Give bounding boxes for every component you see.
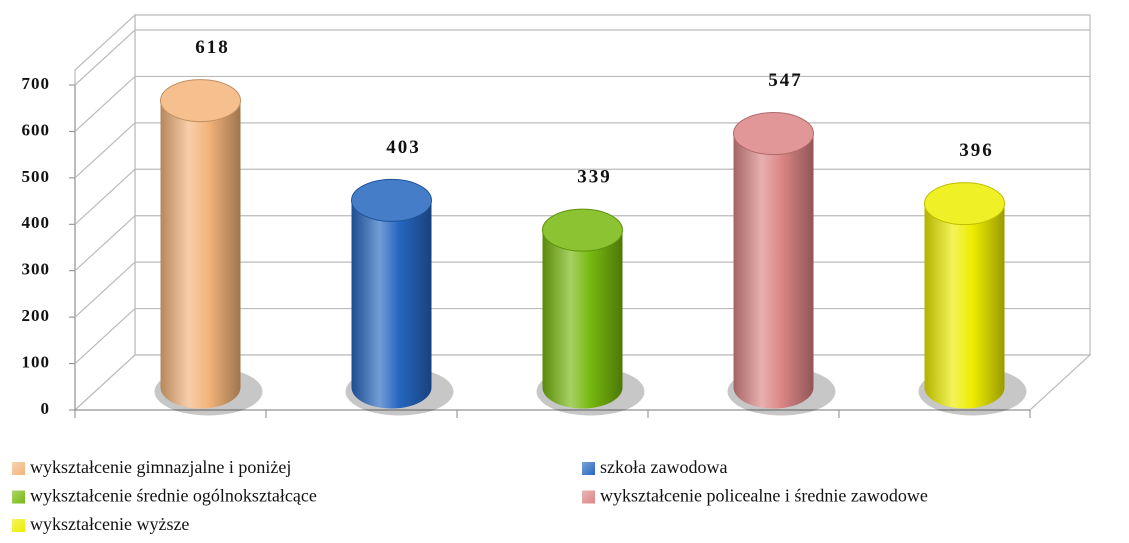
bar-top	[160, 79, 241, 123]
legend-swatch	[12, 519, 25, 532]
data-label: 339	[577, 166, 612, 187]
bar	[733, 133, 814, 409]
data-label: 396	[959, 140, 994, 161]
legend-swatch	[582, 490, 595, 504]
y-tick-label: 400	[22, 213, 51, 232]
grid-line	[74, 29, 1090, 86]
data-label: 618	[195, 37, 230, 58]
bar	[351, 200, 432, 409]
bar-top	[733, 112, 814, 156]
data-label: 547	[768, 70, 803, 91]
grid-line	[74, 75, 1090, 132]
y-tick-label: 700	[22, 74, 51, 93]
y-tick-label: 200	[22, 306, 51, 325]
legend-label: szkoła zawodowa	[600, 457, 727, 477]
bar-top	[542, 208, 623, 252]
y-tick-label: 500	[22, 167, 51, 186]
bar	[924, 203, 1005, 409]
legend-label: wykształcenie wyższe	[30, 514, 189, 534]
y-tick-label: 0	[41, 399, 51, 418]
bar-top	[351, 178, 432, 222]
y-tick-label: 100	[22, 352, 51, 371]
bar	[542, 230, 623, 409]
legend-swatch	[12, 490, 25, 504]
legend-label: wykształcenie gimnazjalne i poniżej	[30, 457, 291, 477]
legend-swatch	[12, 462, 25, 475]
legend-label: wykształcenie średnie ogólnokształcące	[30, 486, 317, 506]
bar	[160, 100, 241, 409]
bar-top	[924, 182, 1005, 226]
y-tick-label: 600	[22, 120, 51, 139]
data-label: 403	[386, 137, 421, 158]
legend-swatch	[582, 462, 595, 475]
legend-label: wykształcenie policealne i średnie zawod…	[600, 486, 928, 506]
y-tick-label: 300	[22, 260, 51, 279]
